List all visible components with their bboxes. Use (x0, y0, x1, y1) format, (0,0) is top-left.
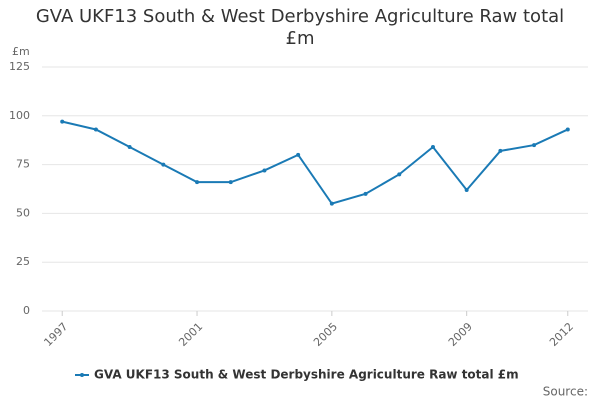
y-tick-label: 25 (16, 255, 30, 268)
point (397, 172, 402, 177)
point (127, 145, 132, 150)
y-tick-label: 0 (23, 304, 30, 317)
legend-label: GVA UKF13 South & West Derbyshire Agricu… (94, 368, 519, 382)
point (430, 145, 435, 150)
x-tick-label: 2005 (311, 320, 340, 349)
source: Source: (543, 385, 588, 399)
point (363, 191, 368, 196)
point (329, 201, 334, 206)
point (565, 127, 570, 132)
y-tick-label: 75 (16, 158, 30, 171)
point (262, 168, 267, 173)
x-tick-label: 2012 (547, 320, 576, 349)
line (61, 120, 569, 205)
point (60, 119, 65, 124)
point (93, 127, 98, 132)
point (195, 180, 200, 185)
y-tick-label: 50 (16, 206, 30, 219)
y-tick-label: 125 (9, 60, 30, 73)
point (532, 143, 537, 148)
point (228, 180, 233, 185)
point (161, 162, 166, 167)
point (296, 152, 301, 157)
y-tick-label: 100 (9, 109, 30, 122)
x-tick-label: 2001 (176, 320, 205, 349)
x-tick-label: 1997 (41, 320, 70, 349)
point (464, 187, 469, 192)
y-axis-label: £m (12, 45, 30, 58)
chart-title: GVA UKF13 South & West Derbyshire Agricu… (35, 6, 565, 49)
point (498, 148, 503, 153)
x-tick-label: 2009 (446, 320, 475, 349)
legend-marker (80, 373, 84, 377)
